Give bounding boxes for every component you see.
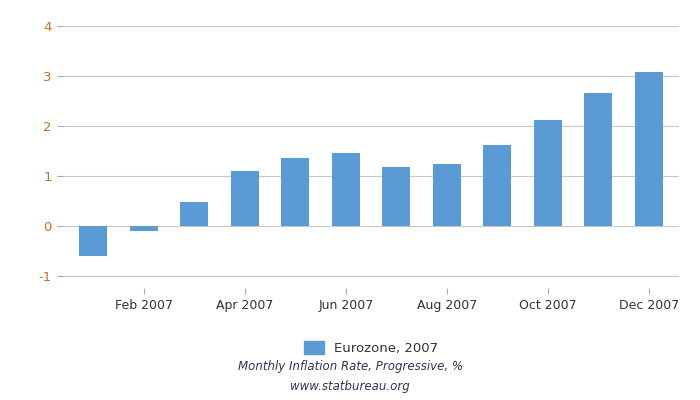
Bar <box>382 167 410 226</box>
Bar <box>483 145 511 226</box>
Bar <box>181 202 208 226</box>
Bar <box>130 226 158 231</box>
Text: www.statbureau.org: www.statbureau.org <box>290 380 410 393</box>
Bar <box>635 72 663 226</box>
Bar <box>534 120 561 226</box>
Bar <box>79 226 107 256</box>
Bar <box>584 93 612 226</box>
Text: Monthly Inflation Rate, Progressive, %: Monthly Inflation Rate, Progressive, % <box>237 360 463 373</box>
Legend: Eurozone, 2007: Eurozone, 2007 <box>298 335 444 360</box>
Bar <box>433 164 461 226</box>
Bar <box>281 158 309 226</box>
Bar <box>332 153 360 226</box>
Bar <box>231 171 259 226</box>
